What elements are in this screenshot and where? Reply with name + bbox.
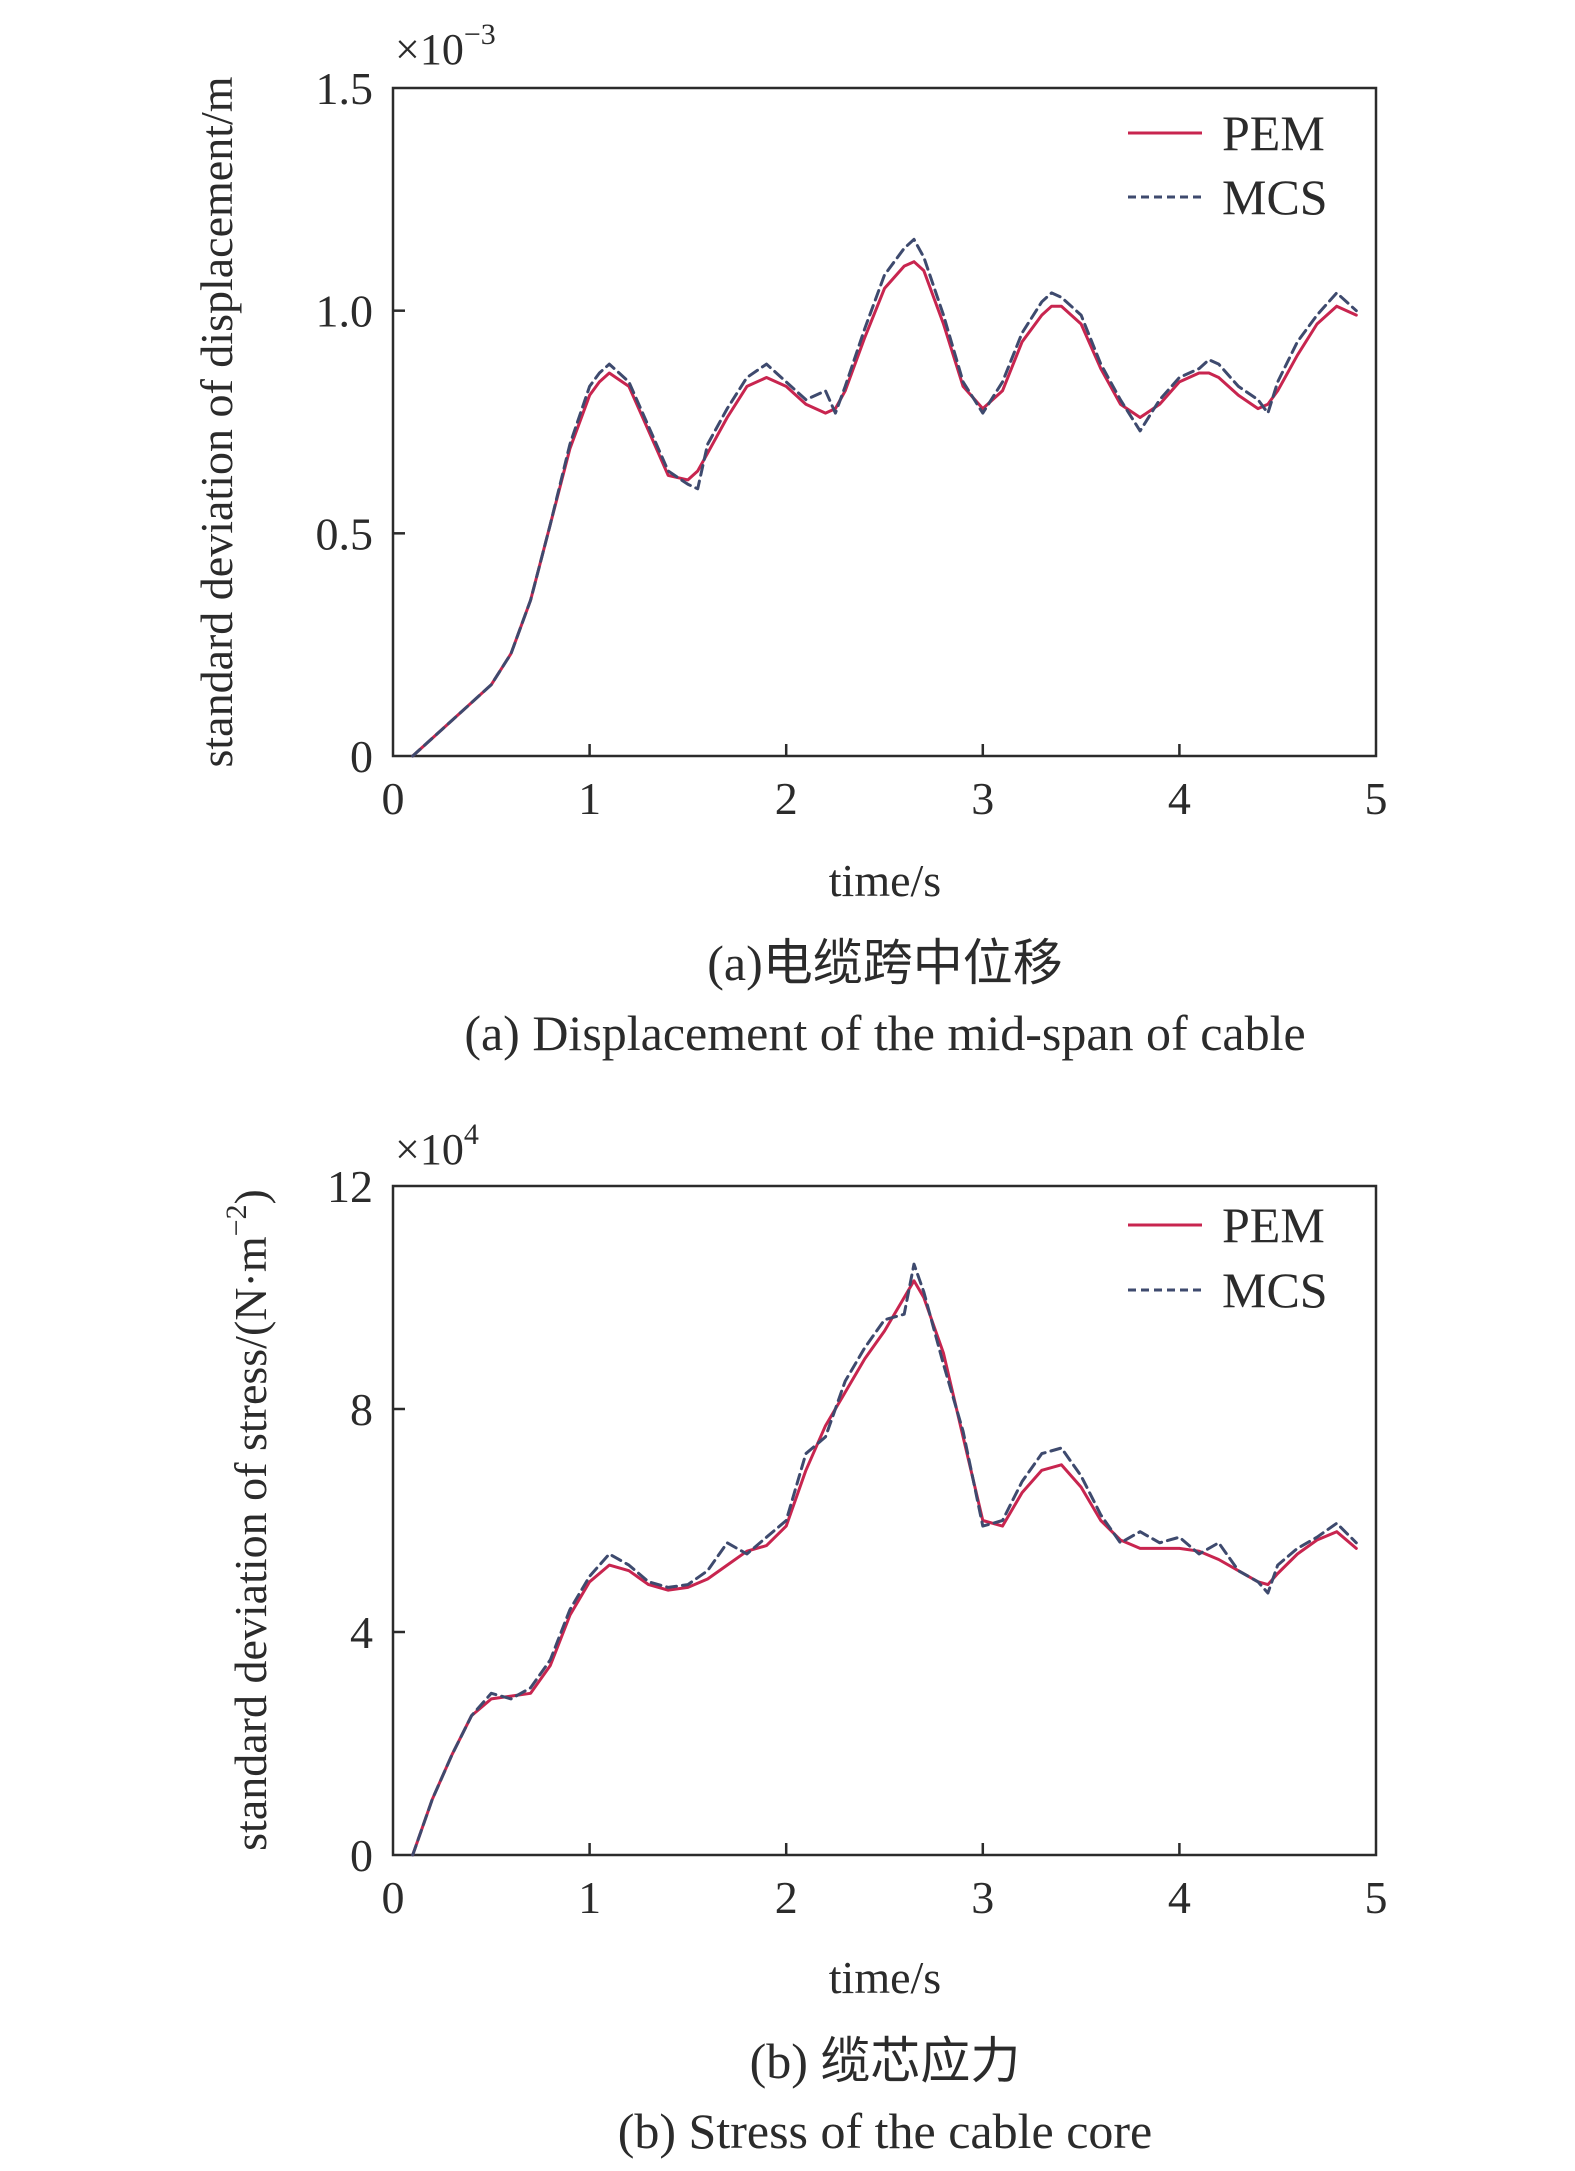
- x-tick-label: 3: [971, 1872, 994, 1923]
- y-axis-label: standard deviation of stress/(N·m−2): [220, 1189, 276, 1851]
- y-tick-label: 0: [350, 1830, 373, 1881]
- caption-cn: (b) 缆芯应力: [750, 2033, 1021, 2089]
- legend: PEM MCS: [1128, 1197, 1328, 1318]
- y-axis-label-end: ): [225, 1189, 276, 1204]
- series-line-mcs: [411, 237, 1358, 758]
- series-line-mcs: [411, 1262, 1358, 1857]
- y-tick-label: 12: [327, 1161, 373, 1212]
- y-axis-label-exponent: −2: [220, 1204, 253, 1236]
- y-tick-label: 8: [350, 1384, 373, 1435]
- legend-label-pem: PEM: [1222, 1197, 1325, 1253]
- axis-multiplier: ×104: [395, 1118, 479, 1174]
- plot-area-frame: [391, 86, 1378, 758]
- legend-label-mcs: MCS: [1222, 169, 1328, 225]
- x-tick-label: 5: [1365, 773, 1388, 824]
- y-tick-label: 0: [350, 731, 373, 782]
- series-line-pem: [411, 1279, 1358, 1857]
- series-lines: [411, 237, 1358, 758]
- x-tick-label: 1: [578, 1872, 601, 1923]
- axis-multiplier: ×10−3: [395, 18, 496, 74]
- y-tick-label: 1.5: [316, 63, 374, 114]
- series-line-pem: [411, 260, 1358, 758]
- x-tick-label: 0: [382, 773, 405, 824]
- x-tick-label: 2: [775, 773, 798, 824]
- y-axis-label-main: standard deviation of stress/(N·m: [225, 1236, 276, 1851]
- y-axis-label: standard deviation of displacement/m: [191, 76, 242, 767]
- legend-label-pem: PEM: [1222, 105, 1325, 161]
- caption-cn: (a)电缆跨中位移: [707, 935, 1063, 991]
- x-tick-label: 4: [1168, 773, 1191, 824]
- caption-en: (b) Stress of the cable core: [618, 2103, 1153, 2159]
- multiplier-exponent: −3: [464, 18, 496, 51]
- y-tick-label: 4: [350, 1607, 373, 1658]
- y-tick-label: 1.0: [316, 286, 374, 337]
- y-tick-label: 0.5: [316, 508, 374, 559]
- x-tick-label: 2: [775, 1872, 798, 1923]
- legend: PEM MCS: [1128, 105, 1328, 225]
- multiplier-base: ×10: [395, 1125, 464, 1174]
- multiplier-base: ×10: [395, 25, 464, 74]
- series-lines: [411, 1262, 1358, 1857]
- plot-area-frame: [391, 1184, 1378, 1857]
- x-tick-label: 3: [971, 773, 994, 824]
- multiplier-exponent: 4: [464, 1118, 479, 1151]
- x-tick-label: 1: [578, 773, 601, 824]
- x-tick-label: 5: [1365, 1872, 1388, 1923]
- axis-ticks: 0 1 2 3 4 5 0 0.5 1.0 1.5: [316, 63, 1388, 824]
- x-axis-label: time/s: [829, 855, 941, 906]
- x-tick-label: 4: [1168, 1872, 1191, 1923]
- legend-label-mcs: MCS: [1222, 1262, 1328, 1318]
- caption-en: (a) Displacement of the mid-span of cabl…: [464, 1005, 1305, 1061]
- chart-displacement: 0 1 2 3 4 5 0 0.5 1.0 1.5 standard deviation of d…: [191, 18, 1388, 1061]
- x-tick-label: 0: [382, 1872, 405, 1923]
- x-axis-label: time/s: [829, 1952, 941, 2003]
